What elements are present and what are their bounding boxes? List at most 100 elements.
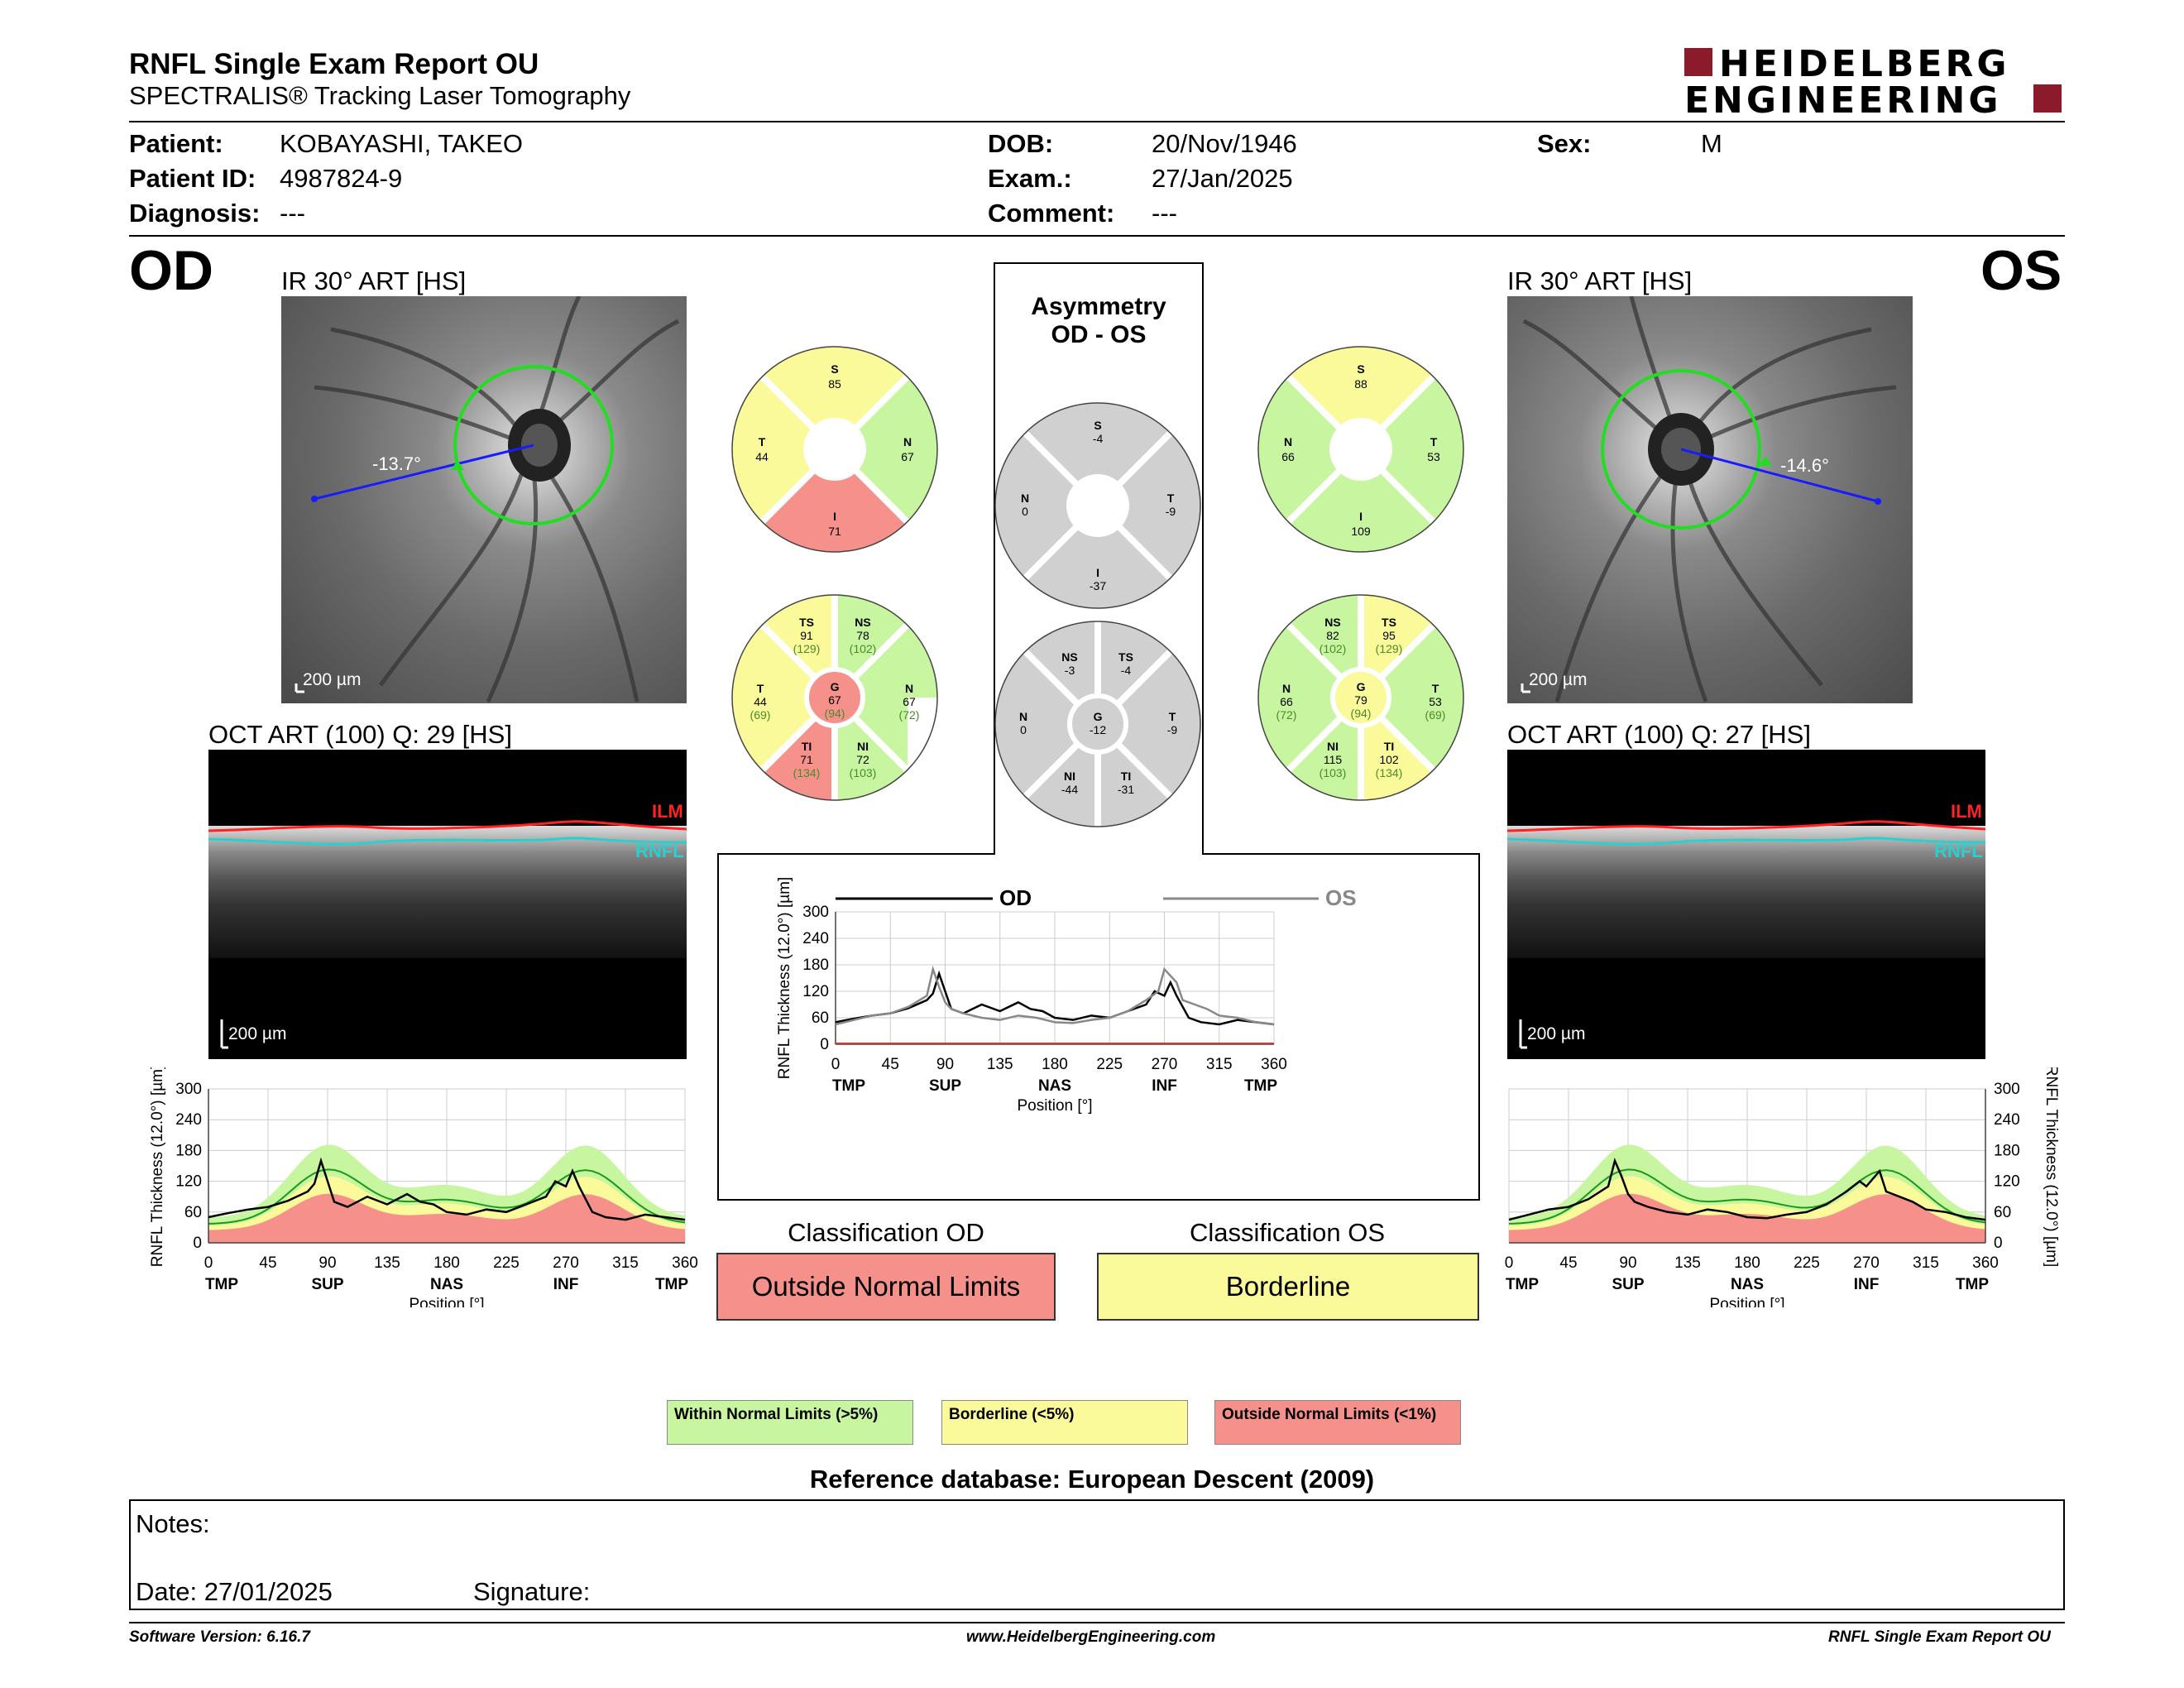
normative-band: [208, 1193, 685, 1243]
y-tick-label: 0: [820, 1036, 829, 1053]
svg-text:44: 44: [754, 695, 767, 708]
region-label: INF: [553, 1276, 579, 1293]
svg-text:NI: NI: [857, 740, 869, 753]
dob-value: 20/Nov/1946: [1152, 129, 1297, 158]
svg-text:NS: NS: [855, 616, 870, 629]
classification-od-label: Classification OD: [788, 1218, 984, 1247]
os-oct-image: ILM RNFL 200 µm: [1507, 750, 1985, 1059]
svg-text:(69): (69): [750, 708, 771, 722]
svg-text:T: T: [1167, 492, 1175, 505]
svg-text:88: 88: [1354, 377, 1367, 391]
os-ir-scale: 200 µm: [1529, 670, 1587, 689]
svg-text:-9: -9: [1167, 723, 1178, 736]
legend-od-label: OD: [999, 885, 1032, 910]
od-quad-s: [762, 346, 908, 449]
website-link[interactable]: www.HeidelbergEngineering.com: [966, 1628, 1216, 1646]
od-angle-label: -13.7°: [372, 453, 421, 474]
svg-text:71: 71: [800, 753, 813, 766]
svg-text:-9: -9: [1166, 505, 1176, 518]
legend-outside: Outside Normal Limits (<1%): [1214, 1400, 1461, 1445]
x-axis-label: Position [°]: [1709, 1296, 1784, 1307]
od-ir-scale: 200 µm: [303, 670, 361, 689]
x-tick-label: 225: [1794, 1254, 1820, 1272]
region-label: NAS: [1731, 1276, 1764, 1293]
svg-text:95: 95: [1382, 629, 1396, 642]
svg-text:53: 53: [1427, 450, 1440, 463]
svg-text:N: N: [1019, 710, 1027, 723]
svg-text:(102): (102): [850, 642, 877, 655]
series-line-od: [835, 970, 1275, 1026]
x-tick-label: 90: [318, 1254, 336, 1272]
x-tick-label: 135: [374, 1254, 400, 1272]
svg-text:-3: -3: [1065, 664, 1075, 677]
y-tick-label: 0: [1994, 1235, 2003, 1252]
asymmetry-title: Asymmetry OD - OS: [1031, 293, 1166, 348]
patient-id: 4987824-9: [280, 164, 403, 193]
x-tick-label: 180: [433, 1254, 460, 1272]
region-label: INF: [1152, 1077, 1177, 1095]
region-label: TMP: [1506, 1276, 1539, 1293]
svg-text:NI: NI: [1064, 770, 1075, 783]
patient-label: Patient:: [129, 129, 223, 158]
region-label: TMP: [655, 1276, 688, 1293]
svg-text:(72): (72): [899, 708, 920, 722]
os-oct-title: OCT ART (100) Q: 27 [HS]: [1507, 720, 1811, 749]
report-title: RNFL Single Exam Report OU: [129, 48, 539, 80]
region-label: TMP: [1956, 1276, 1989, 1293]
region-label: TMP: [205, 1276, 238, 1293]
os-angle-label: -14.6°: [1780, 455, 1829, 476]
svg-text:-37: -37: [1090, 579, 1106, 592]
svg-text:TS: TS: [1118, 650, 1133, 664]
svg-text:NI: NI: [1327, 740, 1339, 753]
y-axis-label: RNFL Thickness (12.0°) [µm]: [2043, 1067, 2060, 1267]
svg-text:TS: TS: [1382, 616, 1396, 629]
svg-text:102: 102: [1379, 753, 1399, 766]
x-tick-label: 360: [672, 1254, 698, 1272]
region-label: TMP: [1244, 1077, 1277, 1095]
sex-value: M: [1701, 129, 1722, 158]
x-tick-label: 270: [1853, 1254, 1880, 1272]
logo-text-engineering: ENGINEERING: [1684, 79, 2002, 122]
svg-text:T: T: [1169, 710, 1176, 723]
x-tick-label: 315: [612, 1254, 639, 1272]
asymmetry-thickness-chart: 0 60 120 180 240 300 0 45 90 135 180 225 270 315 360 TM…: [776, 877, 1357, 1115]
heidelberg-logo: HEIDELBERG ENGINEERING: [1684, 43, 2065, 122]
svg-text:(94): (94): [825, 707, 845, 720]
od-quad-t: [731, 376, 835, 522]
os-scan-circle: [1601, 369, 1761, 530]
svg-text:(72): (72): [1276, 708, 1297, 722]
y-tick-label: 120: [175, 1173, 202, 1191]
reference-database: Reference database: European Descent (20…: [809, 1465, 1375, 1494]
x-tick-label: 225: [1096, 1056, 1123, 1073]
od-oct-image: ILM RNFL 200 µm: [208, 750, 687, 1059]
region-label: NAS: [1038, 1077, 1071, 1095]
y-tick-label: 300: [1994, 1081, 2020, 1098]
x-tick-label: 45: [1559, 1254, 1577, 1272]
os-ilm-label: ILM: [1951, 801, 1982, 822]
os-eye-label: OS: [1980, 239, 2062, 302]
svg-text:NS: NS: [1324, 616, 1340, 629]
diagnosis-label: Diagnosis:: [129, 199, 261, 228]
svg-text:(134): (134): [1376, 766, 1403, 779]
asymmetry-frame: [717, 262, 1480, 1201]
svg-text:TS: TS: [799, 616, 814, 629]
svg-text:TI: TI: [1121, 770, 1131, 783]
svg-text:82: 82: [1326, 629, 1339, 642]
svg-text:(134): (134): [793, 766, 821, 779]
svg-text:T: T: [757, 682, 764, 695]
svg-text:N: N: [1282, 682, 1291, 695]
od-ir-title: IR 30° ART [HS]: [281, 266, 467, 295]
svg-text:71: 71: [828, 525, 841, 538]
date-label: Date: 27/01/2025: [136, 1577, 333, 1606]
svg-text:(103): (103): [1320, 766, 1347, 779]
svg-text:66: 66: [1280, 695, 1293, 708]
os-quadrant-chart: S88 N 66 T 53 I 109: [1257, 346, 1464, 553]
svg-text:44: 44: [755, 450, 769, 463]
y-axis-label: RNFL Thickness (12.0°) [µm]: [149, 1067, 166, 1267]
x-tick-label: 45: [259, 1254, 276, 1272]
od-quadrant-chart: S85 T 44 N 67 I 71: [731, 346, 938, 553]
y-tick-label: 120: [802, 983, 829, 1000]
svg-text:N: N: [905, 682, 913, 695]
region-label: SUP: [1612, 1276, 1644, 1293]
